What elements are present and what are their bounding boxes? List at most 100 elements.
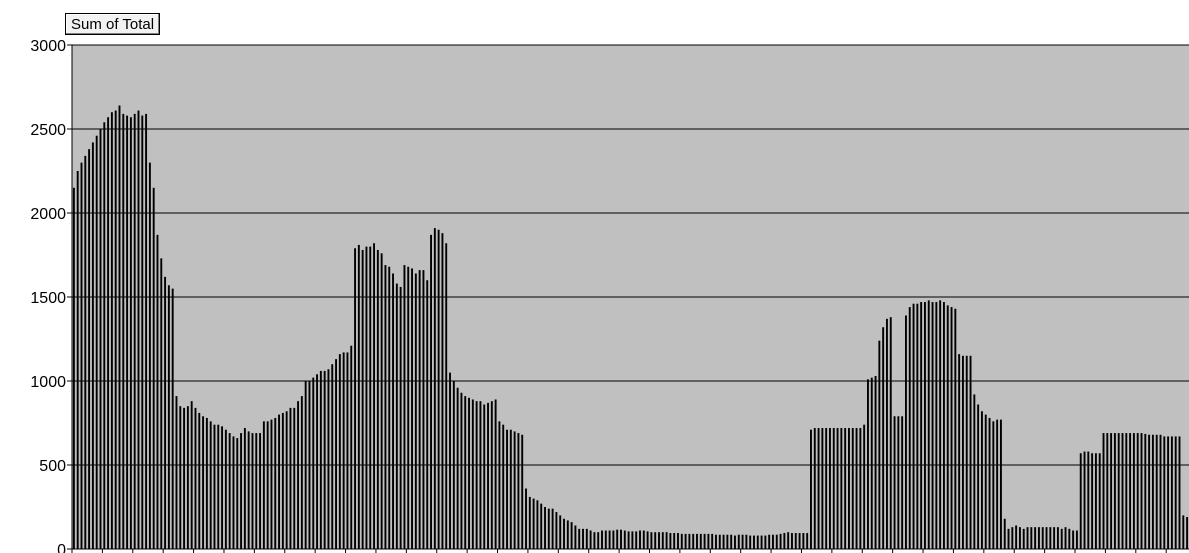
bar [551,508,554,549]
bar [1110,433,1113,549]
bar [498,421,501,549]
bar [961,355,964,549]
bar [544,507,546,549]
bar [965,355,968,549]
bar [639,530,641,549]
plot-area [72,44,1189,549]
bar [555,512,558,549]
sum-of-total-field-button[interactable]: Sum of Total [65,13,161,35]
bar [726,534,729,549]
bar [783,533,786,549]
bar [517,433,520,549]
bar [259,433,262,549]
bar [688,533,691,549]
bar [566,520,569,549]
bar [376,249,379,549]
bar [316,374,319,549]
bar [1045,527,1048,549]
bar [433,228,436,549]
bar [118,105,121,549]
bar [171,288,174,549]
bar [840,428,843,549]
bar [753,535,755,549]
bar [76,171,79,549]
bar [794,533,797,549]
bar [791,533,793,549]
bar [905,315,907,549]
bar [661,532,664,549]
bar [426,280,429,549]
bar [650,532,653,549]
bar [1178,436,1181,549]
bar [1121,433,1124,549]
bar [137,110,140,550]
bar [209,421,212,549]
bar [665,532,668,549]
bar [164,276,167,549]
bar [107,117,110,550]
bar [1117,433,1120,549]
bar [236,438,239,549]
bar [506,429,508,549]
bar [810,429,812,549]
bar [251,433,254,549]
bar [95,135,98,549]
bar [1022,528,1025,549]
bar [186,406,189,549]
bar [844,428,847,549]
bar [768,534,771,549]
bar [1049,527,1052,549]
bar [1087,451,1090,549]
bar [194,407,197,549]
bar [156,234,159,549]
bar [1011,527,1014,549]
bar [597,532,600,549]
bar [977,404,980,549]
bar [848,428,850,549]
bar [1056,527,1059,549]
bar [221,426,224,549]
bar [490,401,493,549]
bar [1094,453,1097,549]
y-tick-label: 500 [39,458,66,475]
bar [1037,527,1040,549]
bar [327,369,330,549]
bar [308,381,311,549]
bar [946,305,949,549]
bar [281,412,284,549]
bar [658,532,660,549]
bar [255,433,258,549]
bar [1163,436,1166,549]
bar [323,370,326,549]
bar [696,533,698,549]
bar [563,518,565,549]
bar [772,534,774,549]
bar [319,370,322,549]
bar [684,533,687,549]
bar [1151,434,1154,549]
bar [851,428,854,549]
bar [813,428,816,549]
bar [673,533,676,549]
bar [984,414,987,549]
bar [1182,515,1185,549]
bar [631,531,634,549]
bar [589,530,592,549]
bar [855,428,858,549]
bar [779,533,782,549]
y-tick-label: 2000 [30,206,66,223]
bar [912,303,915,549]
bar [677,533,679,549]
bar [570,522,573,549]
bar [798,533,801,549]
bar [703,533,706,549]
bar [91,142,94,549]
bar [99,129,102,549]
bar [924,302,926,549]
bar [129,117,132,550]
bar [72,187,75,550]
bar [874,375,877,549]
bar [1018,527,1021,549]
bar [734,535,736,549]
